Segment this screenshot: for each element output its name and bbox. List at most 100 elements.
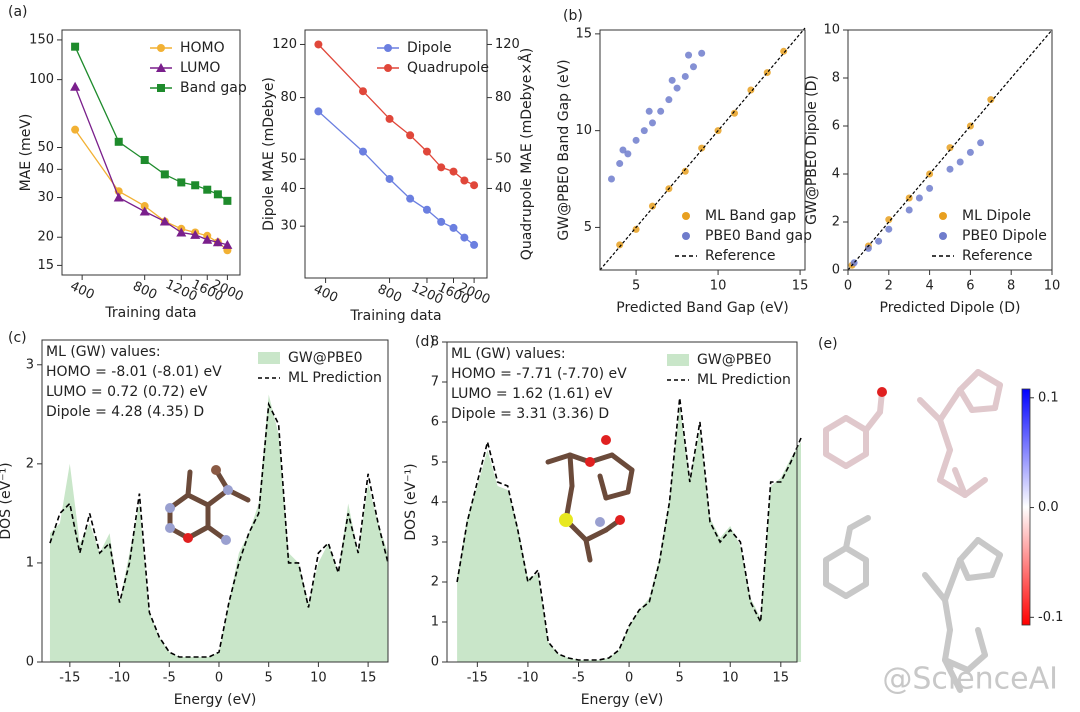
y2-tick-label: 120: [495, 37, 520, 52]
y2-tick-label: 50: [495, 152, 512, 167]
legend-label: LUMO: [180, 60, 220, 76]
marker: [159, 216, 170, 226]
marker: [460, 176, 469, 185]
marker: [422, 205, 431, 214]
y-axis-label: Dipole MAE (mDebye): [261, 77, 277, 231]
legend-swatch: [667, 354, 689, 366]
y-tick-label: 0: [26, 655, 34, 670]
point: [946, 144, 954, 152]
marker: [213, 190, 222, 199]
legend-label: Quadrupole: [407, 60, 489, 76]
point: [915, 194, 923, 202]
point: [632, 225, 640, 233]
y-tick-label: 120: [272, 37, 297, 52]
x-tick-label: 10: [310, 671, 327, 686]
legend-swatch: [258, 352, 280, 364]
x-tick-label: 4: [925, 279, 933, 294]
marker: [437, 163, 446, 172]
molecule-c: [165, 465, 251, 545]
annotation: ML (GW) values:: [451, 346, 566, 362]
y-tick-label: 0: [431, 655, 439, 670]
legend-swatch: [157, 84, 165, 92]
marker: [314, 107, 323, 116]
point: [616, 160, 624, 168]
panel-label: (e): [818, 336, 838, 352]
y-tick-label: 40: [280, 181, 297, 196]
reference-line: [599, 27, 806, 271]
marker: [71, 42, 80, 51]
y-tick-label: 15: [575, 26, 592, 41]
point: [681, 72, 689, 80]
legend-swatch: [682, 232, 690, 240]
legend-label: ML Prediction: [288, 370, 382, 386]
legend-label: GW@PBE0: [288, 350, 363, 366]
y-tick-label: 6: [431, 415, 439, 430]
area: [457, 406, 802, 662]
y-tick-label: 10: [823, 23, 840, 38]
point: [648, 119, 656, 127]
marker: [385, 174, 394, 183]
annotation: HOMO = -8.01 (-8.01) eV: [46, 364, 222, 380]
line: [456, 397, 802, 661]
x-tick-label: 400: [311, 282, 340, 306]
point: [977, 139, 985, 147]
y-tick-label: 7: [431, 375, 439, 390]
x-tick-label: -5: [572, 671, 585, 686]
marker: [202, 234, 213, 244]
x-tick-label: 2: [885, 279, 893, 294]
legend-label: Reference: [962, 248, 1033, 264]
point: [632, 136, 640, 144]
point: [665, 96, 673, 104]
point: [616, 241, 624, 249]
marker: [314, 40, 323, 49]
y2-tick-label: 80: [495, 90, 512, 105]
x-tick-label: 800: [375, 282, 404, 306]
x-axis-label: Training data: [104, 305, 196, 321]
x-tick-label: 0: [215, 671, 223, 686]
x-tick-label: -15: [467, 671, 488, 686]
y-tick-label: 2: [832, 215, 840, 230]
y-axis-label: DOS (eV⁻¹): [403, 463, 419, 540]
y-tick-label: 20: [37, 230, 54, 245]
legend-label: Reference: [705, 248, 776, 264]
point: [673, 84, 681, 92]
y-tick-label: 50: [37, 140, 54, 155]
marker: [191, 181, 200, 190]
y-tick-label: 1: [26, 555, 34, 570]
marker: [70, 81, 81, 91]
x-axis-label: Energy (eV): [581, 692, 664, 708]
point: [657, 107, 665, 115]
colorbar-tick-label: -0.1: [1038, 610, 1063, 625]
point: [956, 158, 964, 166]
point: [624, 150, 632, 158]
x-tick-label: 800: [130, 279, 159, 303]
x-tick-label: 8: [1007, 279, 1015, 294]
legend-label: ML Prediction: [697, 372, 791, 388]
x-tick-label: 0: [844, 279, 852, 294]
marker: [190, 229, 201, 239]
legend-swatch: [384, 44, 392, 52]
marker: [139, 206, 150, 216]
y-tick-label: 6: [832, 119, 840, 134]
point: [885, 216, 893, 224]
marker: [114, 137, 123, 146]
x-axis-label: Training data: [349, 308, 441, 324]
legend-swatch: [939, 212, 947, 220]
marker: [359, 87, 368, 96]
y-tick-label: 4: [832, 167, 840, 182]
point: [645, 107, 653, 115]
area: [49, 394, 389, 662]
point: [685, 51, 693, 59]
molecule-e: [823, 369, 1003, 693]
point: [698, 49, 706, 57]
annotation: LUMO = 0.72 (0.72) eV: [46, 384, 208, 400]
y-tick-label: 50: [280, 152, 297, 167]
reference-line: [847, 29, 1053, 271]
point: [640, 127, 648, 135]
line: [49, 401, 389, 658]
x-tick-label: -15: [59, 671, 80, 686]
y-tick-label: 100: [29, 72, 54, 87]
marker: [160, 170, 169, 179]
y-tick-label: 150: [29, 32, 54, 47]
marker: [140, 156, 149, 165]
